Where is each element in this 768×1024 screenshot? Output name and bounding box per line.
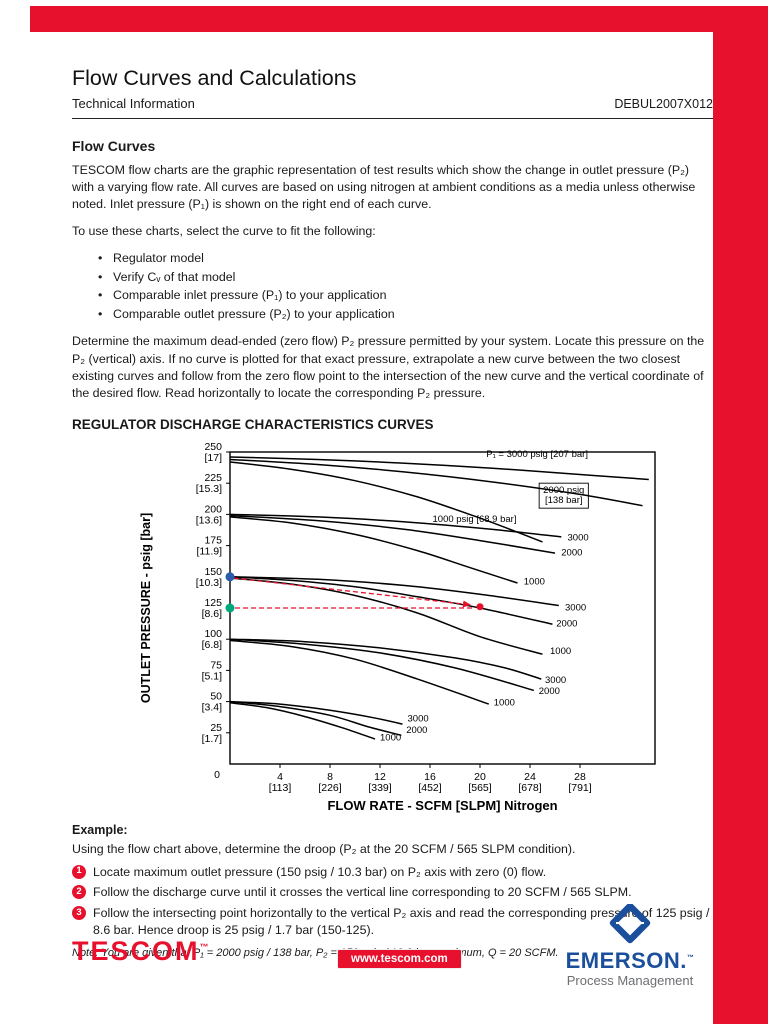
origin-label: 0 (214, 769, 220, 781)
example-step: 3 Follow the intersecting point horizonta… (72, 905, 713, 939)
y-tick-label: 225 [15.3] (196, 473, 222, 496)
curve-label: P₁ = 3000 psig [207 bar] (486, 449, 588, 460)
step-text: Locate maximum outlet pressure (150 psig… (93, 864, 547, 879)
step-text: Follow the discharge curve until it cros… (93, 885, 632, 900)
emerson-tagline: Process Management (566, 973, 694, 989)
y-tick-label: 175 [11.9] (197, 535, 223, 558)
y-tick-label: 25 [1.7] (202, 722, 223, 745)
discharge-curve-dead-end-150-inlet-2000 (229, 576, 553, 626)
chart-area: 250 [17] 225 [15.3] 200 [13.6] 175 [11.9] 150 [10… (135, 434, 713, 821)
curve-label: 2000 (539, 686, 560, 697)
tescom-logo: TESCOM™ (72, 936, 209, 967)
discharge-curve-dead-end-200-inlet-3000 (229, 513, 562, 538)
x-tick-label: 20 [565] (468, 771, 491, 794)
curve-label: 1000 (524, 577, 545, 588)
emerson-logo-icon (550, 902, 710, 949)
x-tick-label: 28 [791] (568, 771, 591, 794)
document-content: Flow Curves and Calculations Technical I… (72, 66, 713, 959)
usage-paragraph: To use these charts, select the curve to… (72, 223, 376, 238)
emerson-trademark: ™ (686, 954, 695, 962)
bullet-item: Verify Cᵥ of that model (98, 268, 713, 287)
discharge-curve-dead-end-150-inlet-3000 (229, 576, 559, 607)
example-step: 1 Locate maximum outlet pressure (150 psi… (72, 864, 713, 881)
intro-paragraph: TESCOM flow charts are the graphic repre… (72, 163, 696, 212)
curve-label: 3000 (545, 675, 566, 686)
discharge-curve-dead-end-100-inlet-2000 (229, 638, 535, 692)
discharge-curve-dead-end-245-inlet-1000 (229, 461, 543, 543)
curve-label: 1000 psig [68.9 bar] (433, 514, 517, 525)
emerson-wordmark-text: EMERSON. (565, 948, 687, 973)
discharge-curve-dead-end-245-inlet-3000 (229, 456, 649, 481)
doc-number: DEBUL2007X012 (614, 97, 713, 111)
step-number-badge: 2 (72, 885, 86, 900)
bullet-item: Regulator model (98, 249, 713, 268)
selection-bullet-list: Regulator modelVerify Cᵥ of that modelCo… (98, 249, 713, 323)
curve-label: 3000 (565, 603, 586, 614)
x-tick-label: 4 [113] (269, 771, 292, 794)
discharge-curve-dead-end-100-inlet-3000 (229, 638, 542, 681)
step-number-badge: 1 (72, 864, 86, 879)
discharge-curves-chart: 250 [17] 225 [15.3] 200 [13.6] 175 [11.9] 150 [10… (139, 441, 656, 813)
curve-label: 1000 (494, 698, 515, 709)
step-number-badge: 3 (72, 906, 86, 921)
header-rule (72, 118, 713, 119)
header-subrow: Technical Information DEBUL2007X012 (72, 96, 713, 111)
discharge-curve-dead-end-200-inlet-1000 (229, 516, 518, 585)
y-tick-label: 100 [6.8] (202, 629, 223, 652)
emerson-wordmark: EMERSON.™ (550, 949, 710, 972)
curve-label: 3000 (408, 714, 429, 725)
section-heading: Flow Curves (72, 138, 156, 154)
website-link[interactable]: www.tescom.com (337, 949, 462, 969)
bullet-item: Comparable outlet pressure (P₂) to your … (98, 305, 713, 324)
curve-label: 2000 (561, 548, 582, 559)
discharge-curve-dead-end-245-inlet-2000 (229, 459, 643, 507)
instructions-paragraph: Determine the maximum dead-ended (zero f… (72, 334, 705, 401)
example-heading: Example: (72, 823, 128, 838)
bullet-item: Comparable inlet pressure (P₁) to your a… (98, 286, 713, 305)
tescom-logo-text: TESCOM (72, 936, 200, 966)
discharge-curve-dead-end-50-inlet-2000 (229, 701, 402, 737)
example-intro: Using the flow chart above, determine th… (72, 842, 576, 857)
start-pressure-marker (225, 572, 235, 582)
tescom-trademark: ™ (199, 942, 209, 952)
curve-label-box (538, 483, 589, 509)
y-tick-label: 50 [3.4] (202, 691, 223, 714)
x-tick-label: 12 [339] (368, 771, 391, 794)
curve-label: 1000 (550, 646, 571, 657)
curve-label: 1000 (380, 733, 401, 744)
x-tick-label: 8 [226] (318, 771, 341, 794)
discharge-curve-dead-end-50-inlet-3000 (229, 701, 403, 726)
page-subtitle: Technical Information (72, 96, 195, 111)
chart-heading: REGULATOR DISCHARGE CHARACTERISTICS CURV… (72, 417, 434, 433)
y-tick-label: 250 [17] (204, 441, 222, 464)
x-axis-title: FLOW RATE - SCFM [SLPM] Nitrogen (327, 798, 557, 813)
discharge-curve-dead-end-100-inlet-1000 (229, 639, 490, 706)
y-tick-label: 200 [13.6] (196, 504, 222, 527)
y-tick-label: 125 [8.6] (202, 597, 223, 620)
intersection-marker (476, 603, 484, 611)
curve-label: 2000 (406, 725, 427, 736)
example-step: 2 Follow the discharge curve until it cro… (72, 884, 713, 901)
x-tick-label: 16 [452] (418, 771, 441, 794)
droop-pressure-marker (225, 603, 235, 613)
curve-label: 2000 (556, 619, 577, 630)
page-title: Flow Curves and Calculations (72, 66, 357, 90)
y-tick-label: 150 [10.3] (196, 566, 222, 589)
example-steps-list: 1 Locate maximum outlet pressure (150 psi… (72, 864, 713, 939)
right-red-band (713, 6, 768, 1024)
step-text: Follow the intersecting point horizontal… (93, 906, 710, 938)
y-axis-title: OUTLET PRESSURE - psig [bar] (139, 513, 153, 703)
y-tick-label: 75 [5.1] (202, 660, 223, 683)
discharge-curve-dead-end-200-inlet-2000 (229, 515, 556, 555)
curve-label: 3000 (568, 533, 589, 544)
discharge-curve-dead-end-50-inlet-1000 (229, 702, 376, 741)
x-tick-label: 24 [678] (518, 771, 541, 794)
top-red-bar (30, 6, 768, 32)
curve-label: 2000 psig [138 bar] (543, 485, 584, 506)
emerson-logo-block: EMERSON.™ Process Management (550, 902, 710, 989)
